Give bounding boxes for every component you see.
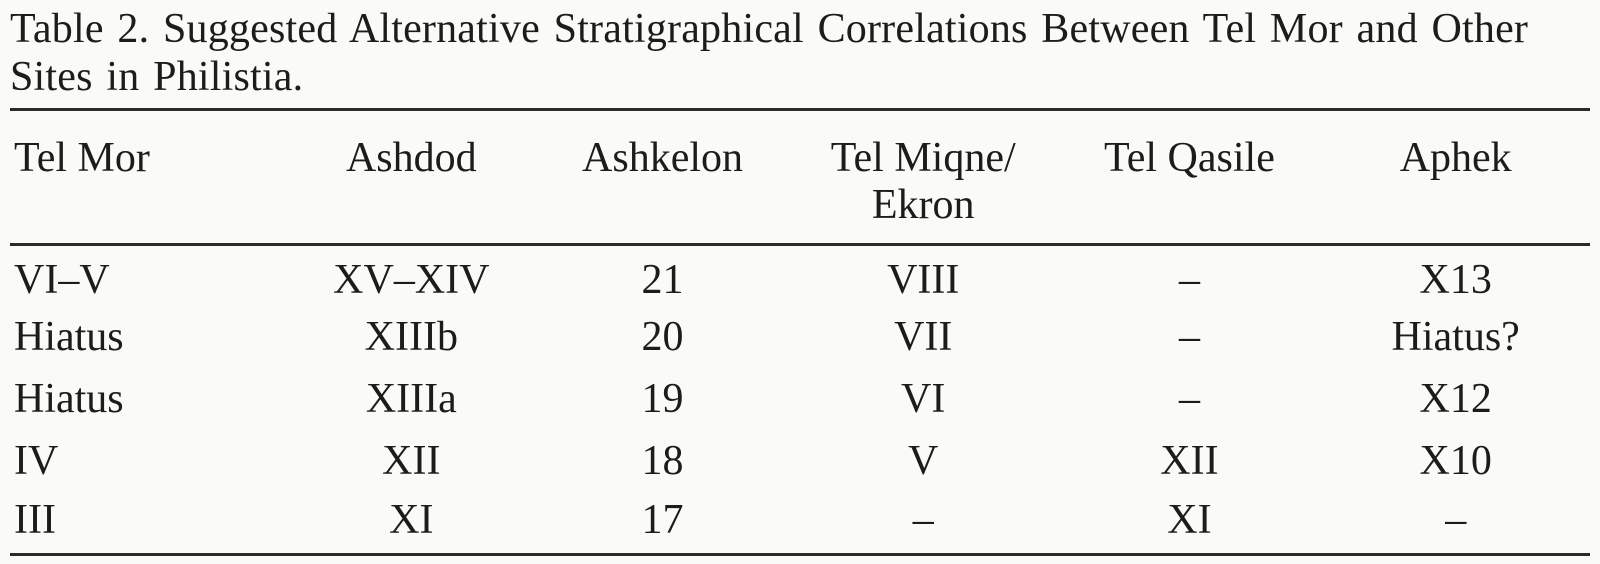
stratigraphic-correlation-table: Tel Mor Ashdod Ashkelon Tel Miqne/ Ekron…	[10, 107, 1590, 556]
column-header-tel-qasile: Tel Qasile	[1057, 107, 1322, 246]
cell-tel-miqne-ekron: VIII	[887, 257, 960, 304]
cell-ashkelon: 19	[641, 376, 684, 423]
cell-tel-mor: IV	[14, 438, 59, 485]
cell-tel-qasile: XII	[1160, 438, 1219, 485]
cell-ashkelon: 21	[641, 257, 684, 304]
cell-aphek: X13	[1419, 257, 1492, 304]
cell-tel-mor: VI–V	[14, 257, 110, 304]
cell-tel-mor: Hiatus	[14, 376, 124, 423]
cell-ashdod: XIIIb	[364, 314, 458, 361]
cell-ashkelon: 17	[536, 492, 789, 556]
cell-ashdod: XV–XIV	[333, 257, 490, 304]
table-row: VI–V XV–XIV 21 VIII – X13	[10, 244, 1590, 306]
column-header-tel-mor: Tel Mor	[10, 107, 287, 246]
column-header-tel-miqne-ekron: Tel Miqne/ Ekron	[788, 107, 1058, 246]
cell-tel-qasile: –	[1178, 376, 1200, 423]
cell-tel-miqne-ekron: –	[788, 492, 1058, 556]
cell-ashkelon: 20	[641, 314, 684, 361]
cell-tel-qasile: XI	[1057, 492, 1322, 556]
cell-tel-miqne-ekron: V	[908, 438, 939, 485]
column-header-aphek: Aphek	[1321, 107, 1590, 246]
cell-aphek: X12	[1419, 376, 1492, 423]
table-row: Hiatus XIIIb 20 VII – Hiatus?	[10, 306, 1590, 368]
cell-tel-miqne-ekron: VI	[901, 376, 946, 423]
header-row: Tel Mor Ashdod Ashkelon Tel Miqne/ Ekron…	[10, 107, 1590, 246]
cell-tel-mor: III	[10, 492, 287, 556]
cell-tel-mor: Hiatus	[14, 314, 124, 361]
cell-tel-miqne-ekron: VII	[894, 314, 953, 361]
cell-aphek: Hiatus?	[1391, 314, 1520, 361]
column-header-ashdod: Ashdod	[286, 107, 537, 246]
cell-tel-qasile: –	[1178, 257, 1200, 304]
table-row: IV XII 18 V XII X10	[10, 430, 1590, 492]
cell-ashdod: XIIIa	[365, 376, 457, 423]
table-row: Hiatus XIIIa 19 VI – X12	[10, 368, 1590, 430]
cell-aphek: –	[1321, 492, 1590, 556]
cell-aphek: X10	[1419, 438, 1492, 485]
cell-ashdod: XII	[382, 438, 441, 485]
table-row: III XI 17 – XI –	[10, 492, 1590, 556]
cell-tel-qasile: –	[1178, 314, 1200, 361]
cell-ashdod: XI	[286, 492, 537, 556]
table-caption: Table 2. Suggested Alternative Stratigra…	[10, 6, 1529, 100]
cell-ashkelon: 18	[641, 438, 684, 485]
column-header-ashkelon: Ashkelon	[536, 107, 789, 246]
